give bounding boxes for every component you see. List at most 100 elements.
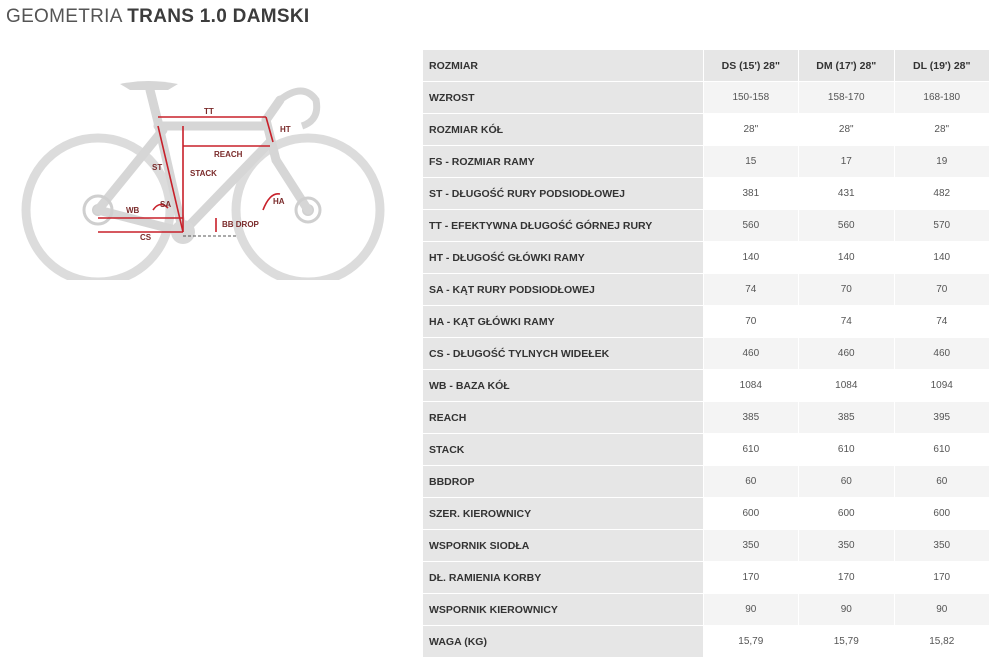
diagram-label-stack: STACK	[190, 169, 217, 178]
row-value: 381	[702, 177, 799, 210]
row-value: 150-158	[702, 81, 799, 114]
row-label: CS - DŁUGOŚĆ TYLNYCH WIDEŁEK	[423, 337, 704, 370]
row-value: 60	[798, 465, 894, 498]
row-value: 15,79	[702, 625, 799, 658]
row-value: 600	[702, 497, 799, 530]
diagram-label-bbdrop: BB DROP	[222, 220, 260, 229]
header-size-label: ROZMIAR	[423, 50, 704, 82]
row-value: 140	[798, 241, 894, 274]
row-label: WZROST	[423, 81, 704, 114]
row-value: 431	[798, 177, 894, 210]
row-label: FS - ROZMIAR RAMY	[423, 145, 704, 178]
table-row: WAGA (KG) 15,79 15,79 15,82	[423, 625, 989, 658]
row-value: 395	[893, 401, 989, 434]
table-row: REACH 385 385 395	[423, 401, 989, 434]
row-value: 60	[893, 465, 989, 498]
row-value: 28"	[702, 113, 799, 146]
row-label: WAGA (KG)	[423, 625, 704, 658]
row-label: SA - KĄT RURY PODSIODŁOWEJ	[423, 273, 704, 306]
diagram-label-st: ST	[152, 163, 162, 172]
row-value: 74	[702, 273, 799, 306]
row-value: 1094	[893, 369, 989, 402]
row-label: BBDROP	[423, 465, 704, 498]
measurement-lines	[98, 116, 281, 233]
saddle	[120, 81, 178, 90]
table-row: SA - KĄT RURY PODSIODŁOWEJ 74 70 70	[423, 273, 989, 306]
row-label: STACK	[423, 433, 704, 466]
row-value: 482	[893, 177, 989, 210]
row-label: TT - EFEKTYWNA DŁUGOŚĆ GÓRNEJ RURY	[423, 209, 704, 242]
row-value: 570	[893, 209, 989, 242]
header-size-dm: DM (17') 28"	[798, 50, 894, 82]
table-row: BBDROP 60 60 60	[423, 465, 989, 498]
diagram-label-ha: HA	[273, 197, 285, 206]
row-value: 460	[798, 337, 894, 370]
row-value: 350	[798, 529, 894, 562]
row-label: WSPORNIK SIODŁA	[423, 529, 704, 562]
row-value: 350	[893, 529, 989, 562]
handlebar	[277, 87, 321, 130]
row-value: 15,79	[798, 625, 894, 658]
row-value: 19	[893, 145, 989, 178]
diagram-label-wb: WB	[126, 206, 140, 215]
row-value: 385	[702, 401, 799, 434]
row-label: HT - DŁUGOŚĆ GŁÓWKI RAMY	[423, 241, 704, 274]
row-value: 15	[702, 145, 799, 178]
row-value: 70	[702, 305, 799, 338]
table-row: WSPORNIK SIODŁA 350 350 350	[423, 529, 989, 562]
row-label: HA - KĄT GŁÓWKI RAMY	[423, 305, 704, 338]
row-label: SZER. KIEROWNICY	[423, 497, 704, 530]
table-row: DŁ. RAMIENIA KORBY 170 170 170	[423, 561, 989, 594]
row-value: 600	[893, 497, 989, 530]
bike-geometry-diagram: TT HT REACH ST STACK WB SA HA BB DROP CS	[18, 60, 398, 280]
row-label: DŁ. RAMIENIA KORBY	[423, 561, 704, 594]
table-row: FS - ROZMIAR RAMY 15 17 19	[423, 145, 989, 178]
page-title: GEOMETRIA TRANS 1.0 DAMSKI	[6, 6, 309, 28]
row-value: 610	[702, 433, 799, 466]
table-row: WB - BAZA KÓŁ 1084 1084 1094	[423, 369, 989, 402]
row-value: 140	[702, 241, 799, 274]
table-row: STACK 610 610 610	[423, 433, 989, 466]
row-value: 158-170	[798, 81, 894, 114]
row-value: 74	[798, 305, 894, 338]
row-value: 610	[798, 433, 894, 466]
table-header-row: ROZMIAR DS (15') 28" DM (17') 28" DL (19…	[423, 50, 989, 82]
diagram-label-reach: REACH	[214, 150, 243, 159]
header-size-dl: DL (19') 28"	[893, 50, 989, 82]
row-label: ST - DŁUGOŚĆ RURY PODSIODŁOWEJ	[423, 177, 704, 210]
row-value: 15,82	[893, 625, 989, 658]
row-value: 460	[702, 337, 799, 370]
table-row: HA - KĄT GŁÓWKI RAMY 70 74 74	[423, 305, 989, 338]
row-value: 17	[798, 145, 894, 178]
table-row: ROZMIAR KÓŁ 28" 28" 28"	[423, 113, 989, 146]
table-row: ST - DŁUGOŚĆ RURY PODSIODŁOWEJ 381 431 482	[423, 177, 989, 210]
rear-wheel	[21, 133, 175, 280]
row-value: 90	[798, 593, 894, 626]
row-label: ROZMIAR KÓŁ	[423, 113, 704, 146]
header-size-ds: DS (15') 28"	[702, 50, 799, 82]
row-value: 600	[798, 497, 894, 530]
table-row: SZER. KIEROWNICY 600 600 600	[423, 497, 989, 530]
row-value: 170	[798, 561, 894, 594]
row-value: 28"	[798, 113, 894, 146]
row-value: 70	[798, 273, 894, 306]
row-value: 560	[798, 209, 894, 242]
row-value: 1084	[702, 369, 799, 402]
diagram-label-ht: HT	[280, 125, 291, 134]
row-value: 350	[702, 529, 799, 562]
row-label: WSPORNIK KIEROWNICY	[423, 593, 704, 626]
table-row: WZROST 150-158 158-170 168-180	[423, 81, 989, 114]
row-value: 90	[893, 593, 989, 626]
row-value: 170	[893, 561, 989, 594]
row-value: 90	[702, 593, 799, 626]
row-value: 60	[702, 465, 799, 498]
row-value: 70	[893, 273, 989, 306]
diagram-label-sa: SA	[160, 200, 171, 209]
row-value: 560	[702, 209, 799, 242]
table-row: HT - DŁUGOŚĆ GŁÓWKI RAMY 140 140 140	[423, 241, 989, 274]
row-value: 74	[893, 305, 989, 338]
diagram-label-cs: CS	[140, 233, 152, 242]
row-value: 168-180	[893, 81, 989, 114]
geometry-table-body: WZROST 150-158 158-170 168-180 ROZMIAR KÓŁ 28…	[423, 81, 989, 658]
row-value: 385	[798, 401, 894, 434]
